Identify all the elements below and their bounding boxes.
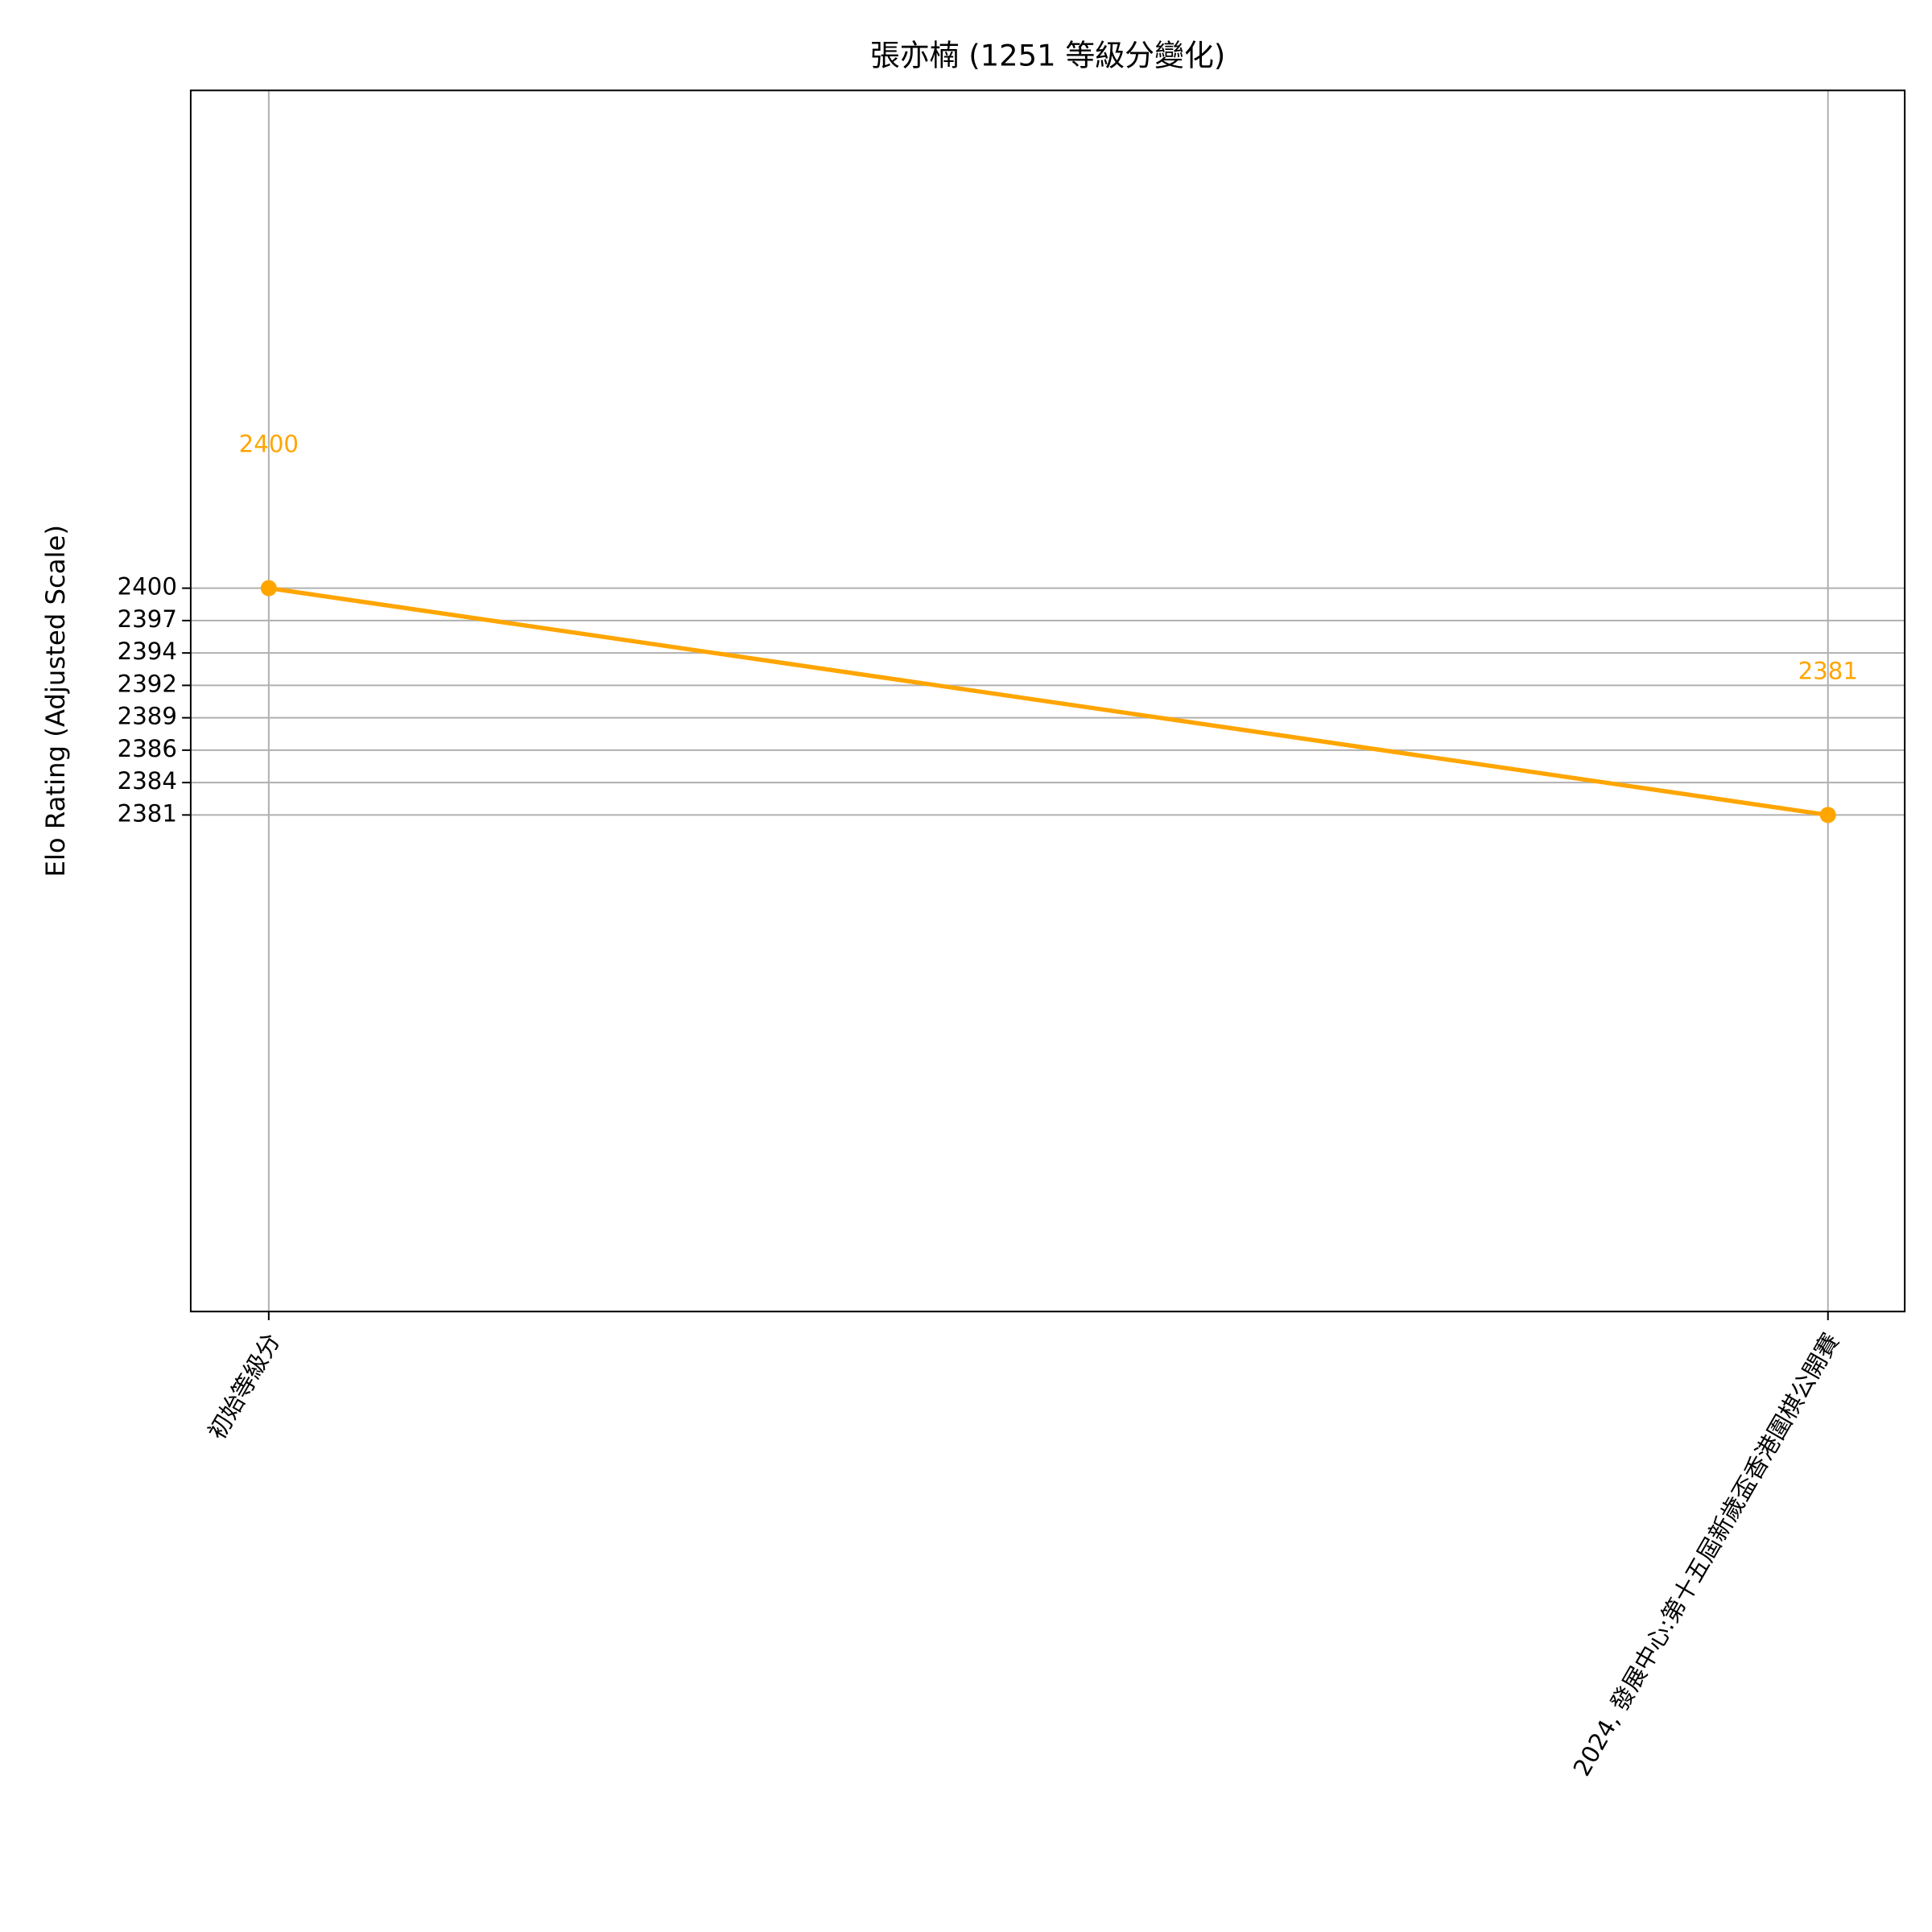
data-label: 2400 — [239, 431, 299, 458]
y-tick-label: 2394 — [118, 638, 177, 665]
chart-title: 張亦楠 (1251 等級分變化) — [870, 38, 1225, 72]
point — [1819, 807, 1836, 824]
data-label: 2381 — [1798, 657, 1858, 684]
y-tick-label: 2381 — [118, 799, 177, 827]
y-tick-label: 2392 — [118, 670, 177, 697]
y-tick-label: 2397 — [118, 605, 177, 633]
line — [268, 585, 1829, 818]
y-tick-label: 2386 — [118, 735, 177, 762]
point — [260, 580, 277, 597]
y-tick-label: 2400 — [118, 573, 177, 601]
y-tick-label: 2384 — [118, 767, 177, 795]
y-axis-label: Elo Rating (Adjusted Scale) — [40, 525, 71, 877]
y-tick-label: 2389 — [118, 703, 177, 730]
plot-frame — [189, 89, 1906, 1313]
